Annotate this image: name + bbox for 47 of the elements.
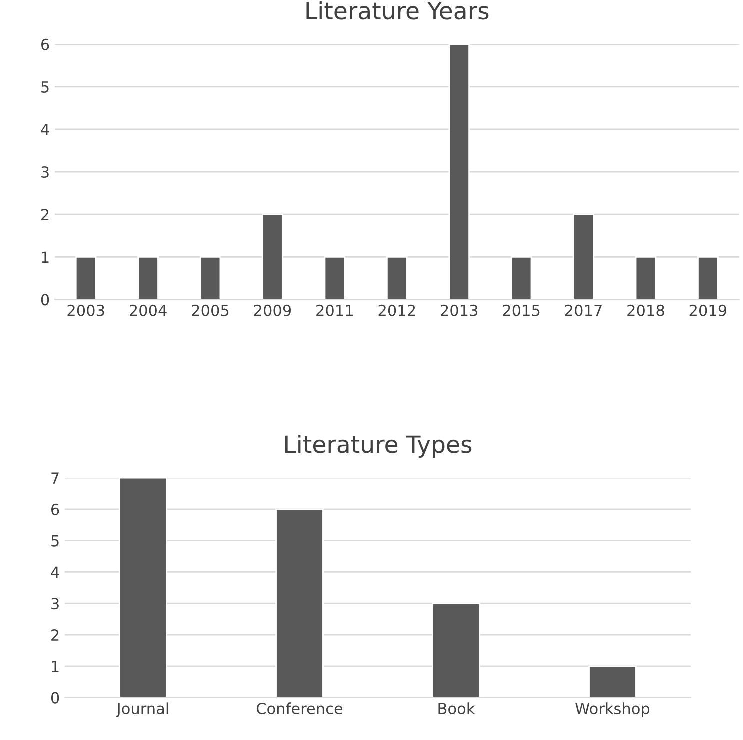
- chart-title: Literature Types: [286, 435, 472, 458]
- y-tick-label: 3: [52, 598, 59, 610]
- x-tick-label: Workshop: [576, 702, 650, 718]
- x-tick-label: Journal: [116, 702, 168, 718]
- y-tick-label: 7: [52, 472, 59, 484]
- x-tick-label: 2018: [628, 304, 664, 316]
- x-tick-label: Conference: [256, 702, 343, 715]
- x-tick-label: 2012: [378, 304, 416, 316]
- y-tick-label: 3: [42, 166, 49, 178]
- bar: [119, 478, 168, 698]
- x-tick-label: 2005: [192, 304, 229, 316]
- x-tick-label: Book: [438, 702, 476, 715]
- y-tick-label: 4: [41, 124, 50, 136]
- x-tick-label: 2011: [316, 304, 353, 316]
- y-tick-label: 5: [42, 82, 49, 93]
- bar: [510, 256, 532, 300]
- bar: [138, 256, 159, 300]
- x-tick-label: 2004: [130, 304, 167, 316]
- y-tick-label: 0: [41, 294, 50, 306]
- bar: [75, 256, 97, 300]
- y-tick-label: 0: [51, 692, 60, 704]
- bar: [200, 256, 222, 300]
- bar: [432, 602, 480, 698]
- y-tick-label: 2: [52, 629, 59, 641]
- bar: [588, 666, 637, 698]
- y-tick-label: 2: [42, 209, 49, 220]
- y-tick-label: 4: [51, 566, 60, 578]
- y-tick-label: 6: [41, 38, 50, 50]
- x-tick-label: 2013: [441, 304, 478, 316]
- bar: [448, 44, 470, 300]
- bar: [262, 214, 284, 300]
- x-tick-label: 2009: [254, 304, 292, 316]
- bar: [324, 256, 346, 300]
- x-tick-label: 2017: [565, 304, 602, 316]
- bar: [698, 256, 719, 300]
- y-tick-label: 1: [42, 252, 49, 263]
- y-tick-label: 6: [52, 504, 60, 516]
- y-tick-label: 5: [52, 536, 59, 547]
- x-tick-label: 2019: [690, 304, 727, 316]
- bar: [276, 508, 324, 698]
- bar: [386, 256, 408, 300]
- x-tick-label: 2015: [503, 304, 540, 316]
- chart-title: Literature Years: [306, 1, 489, 20]
- bar: [635, 256, 657, 300]
- x-tick-label: 2003: [68, 304, 104, 316]
- y-tick-label: 1: [52, 661, 59, 672]
- bar: [573, 214, 594, 300]
